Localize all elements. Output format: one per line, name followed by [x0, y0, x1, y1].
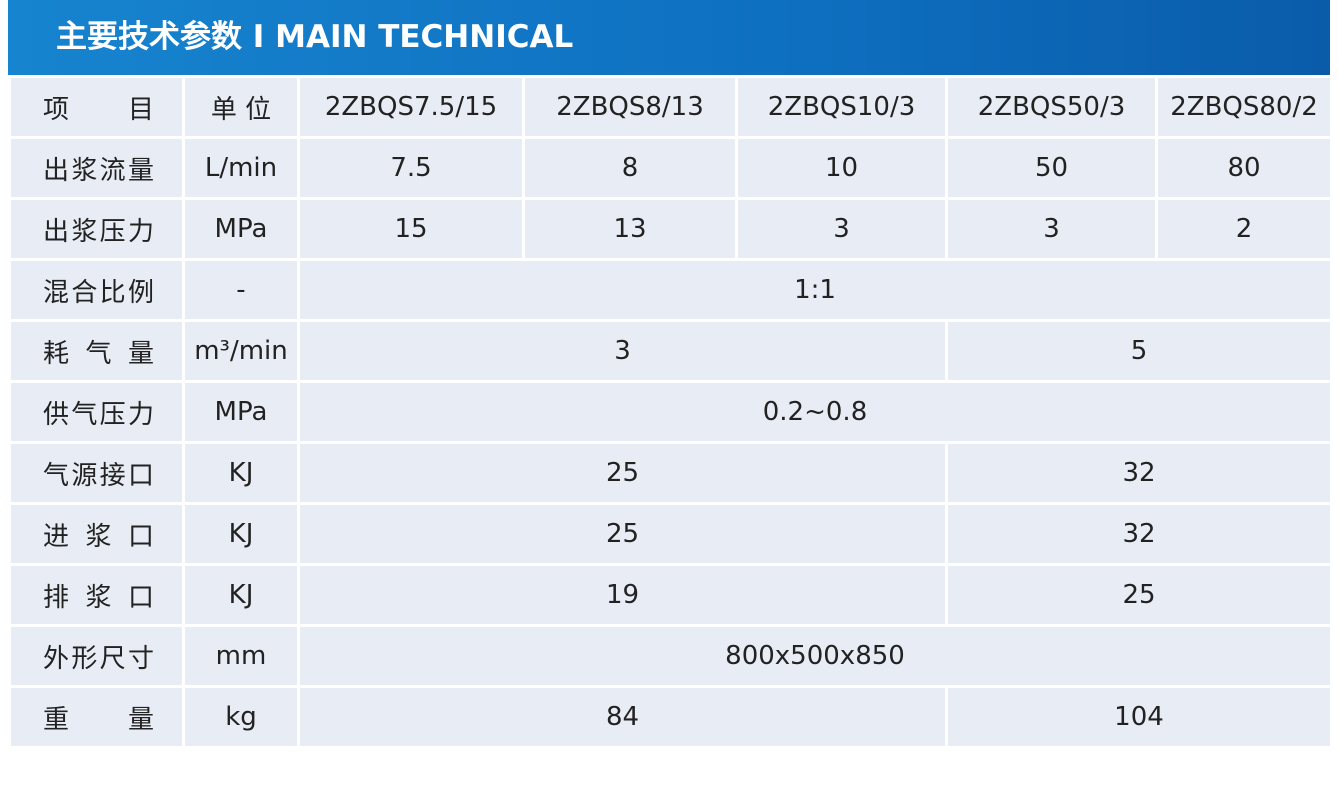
cell: 耗 气 量 [8, 319, 185, 383]
cell: 出浆压力 [8, 197, 185, 261]
row: 供气压力 MPa 0.2~0.8 [8, 380, 1333, 444]
cell: 供气压力 [8, 380, 185, 444]
cell: kg [182, 685, 300, 749]
cell: 25 [297, 441, 948, 505]
cell: 进 浆 口 [8, 502, 185, 566]
cell: - [182, 258, 300, 322]
header-cell: 2ZBQS10/3 [735, 75, 948, 139]
row: 混合比例 -1:1 [8, 258, 1333, 322]
header-row: 项 目 单 位 2ZBQS7.5/15 2ZBQS8/13 2ZBQS10/3 … [8, 75, 1333, 139]
cell: 15 [297, 197, 525, 261]
row: 气源接口 KJ 25 32 [8, 441, 1333, 505]
row: 排 浆 口 KJ 19 25 [8, 563, 1333, 627]
cell: 1:1 [297, 258, 1333, 322]
header-cell: 单 位 [182, 75, 300, 139]
cell: m³/min [182, 319, 300, 383]
title-bar: 主要技术参数 I MAIN TECHNICAL [8, 0, 1330, 75]
cell: 104 [945, 685, 1333, 749]
cell: 3 [945, 197, 1158, 261]
cell: 气源接口 [8, 441, 185, 505]
row: 进 浆 口 KJ 25 32 [8, 502, 1333, 566]
cell: MPa [182, 380, 300, 444]
row: 重 量 kg 84 104 [8, 685, 1333, 749]
header-cell: 2ZBQS8/13 [522, 75, 738, 139]
cell: 7.5 [297, 136, 525, 200]
cell: 8 [522, 136, 738, 200]
cell: 13 [522, 197, 738, 261]
cell: 排 浆 口 [8, 563, 185, 627]
cell: 25 [945, 563, 1333, 627]
cell: 84 [297, 685, 948, 749]
cell: KJ [182, 563, 300, 627]
cell: 19 [297, 563, 948, 627]
spec-table: 项 目 单 位 2ZBQS7.5/15 2ZBQS8/13 2ZBQS10/3 … [8, 75, 1333, 749]
row: 耗 气 量 m³/min 3 5 [8, 319, 1333, 383]
cell: MPa [182, 197, 300, 261]
cell: 50 [945, 136, 1158, 200]
cell: 80 [1155, 136, 1333, 200]
cell: 3 [735, 197, 948, 261]
cell: 2 [1155, 197, 1333, 261]
cell: L/min [182, 136, 300, 200]
header-cell: 项 目 [8, 75, 185, 139]
cell: mm [182, 624, 300, 688]
row: 出浆流量 L/min 7.5 8 10 50 80 [8, 136, 1333, 200]
header-cell: 2ZBQS7.5/15 [297, 75, 525, 139]
cell: 5 [945, 319, 1333, 383]
row: 外形尺寸 mm 800x500x850 [8, 624, 1333, 688]
cell: 10 [735, 136, 948, 200]
cell: KJ [182, 502, 300, 566]
cell: 重 量 [8, 685, 185, 749]
cell: 外形尺寸 [8, 624, 185, 688]
cell: 混合比例 [8, 258, 185, 322]
cell: 出浆流量 [8, 136, 185, 200]
row: 出浆压力 MPa 15 13 3 3 2 [8, 197, 1333, 261]
cell: 800x500x850 [297, 624, 1333, 688]
cell: 0.2~0.8 [297, 380, 1333, 444]
cell: KJ [182, 441, 300, 505]
cell: 32 [945, 441, 1333, 505]
cell: 25 [297, 502, 948, 566]
cell: 32 [945, 502, 1333, 566]
cell: 3 [297, 319, 948, 383]
header-cell: 2ZBQS80/2 [1155, 75, 1333, 139]
header-cell: 2ZBQS50/3 [945, 75, 1158, 139]
